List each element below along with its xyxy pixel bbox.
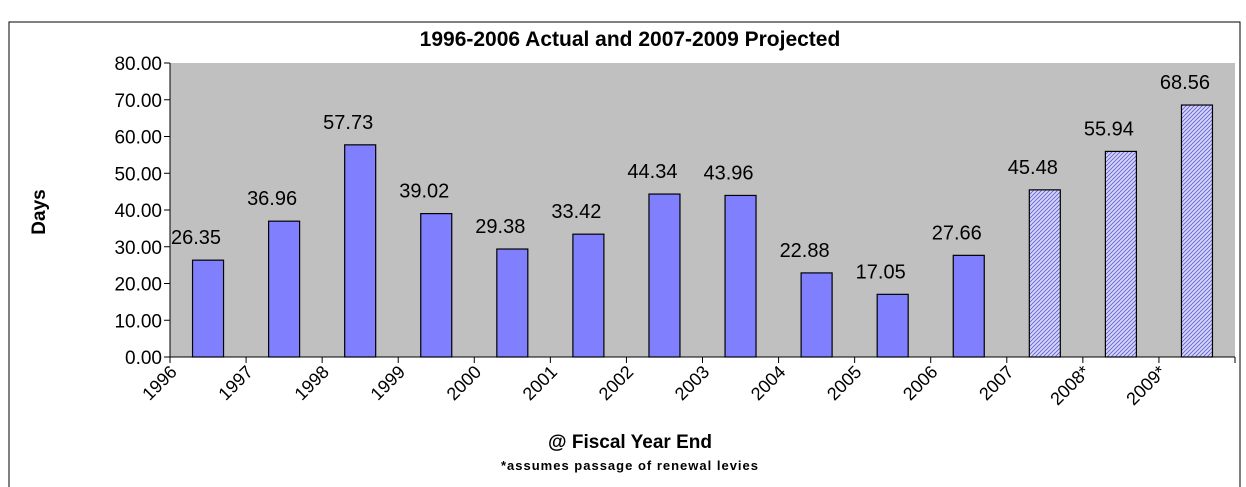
bar-actual	[800, 272, 833, 358]
bar-actual	[724, 194, 757, 358]
data-label: 27.66	[932, 222, 982, 244]
bar-actual	[191, 259, 225, 358]
y-tick-label: 10.00	[114, 311, 162, 332]
data-label: 33.42	[551, 201, 601, 223]
plot-area	[170, 63, 1235, 357]
bar-actual	[952, 254, 985, 358]
bar-actual	[496, 248, 529, 358]
data-label: 44.34	[627, 161, 677, 183]
chart-title: 1996-2006 Actual and 2007-2009 Projected	[420, 28, 841, 51]
bar-projected	[1104, 150, 1137, 358]
bar-actual	[572, 233, 605, 358]
data-label: 68.56	[1160, 72, 1210, 94]
y-tick-label: 60.00	[114, 128, 162, 149]
y-tick-label: 50.00	[114, 164, 162, 185]
y-tick-label: 0.00	[125, 348, 162, 369]
bar-actual	[876, 293, 909, 358]
y-tick-label: 70.00	[114, 91, 162, 112]
bar-actual	[268, 220, 301, 358]
data-label: 57.73	[323, 112, 373, 134]
bar-actual	[420, 213, 453, 358]
data-label: 22.88	[780, 240, 830, 262]
x-axis-label: @ Fiscal Year End	[548, 432, 712, 453]
y-tick-label: 30.00	[114, 238, 162, 259]
bar-actual	[344, 144, 377, 358]
bar-projected	[1180, 104, 1214, 358]
bars-group: 26.35 36.96 57.73 39.02 29.38 33.42 44.34 43.96…	[171, 72, 1214, 358]
data-label: 36.96	[247, 188, 297, 210]
bar-actual	[648, 193, 681, 358]
bar-projected	[1028, 189, 1061, 358]
data-label: 43.96	[704, 162, 754, 184]
data-label: 17.05	[856, 261, 906, 283]
footnote: *assumes passage of renewal levies	[501, 458, 759, 473]
y-axis-label: Days	[29, 189, 50, 234]
data-label: 29.38	[475, 216, 525, 238]
data-label: 39.02	[399, 181, 449, 203]
y-tick-label: 20.00	[114, 275, 162, 296]
y-tick-label: 80.00	[114, 54, 162, 75]
y-axis: 0.00 10.00 20.00 30.00 40.00 50.00 60.00 70.00 8…	[114, 54, 171, 369]
data-label: 45.48	[1008, 157, 1058, 179]
data-label: 55.94	[1084, 118, 1134, 140]
y-tick-label: 40.00	[114, 201, 162, 222]
data-label: 26.35	[171, 227, 221, 249]
